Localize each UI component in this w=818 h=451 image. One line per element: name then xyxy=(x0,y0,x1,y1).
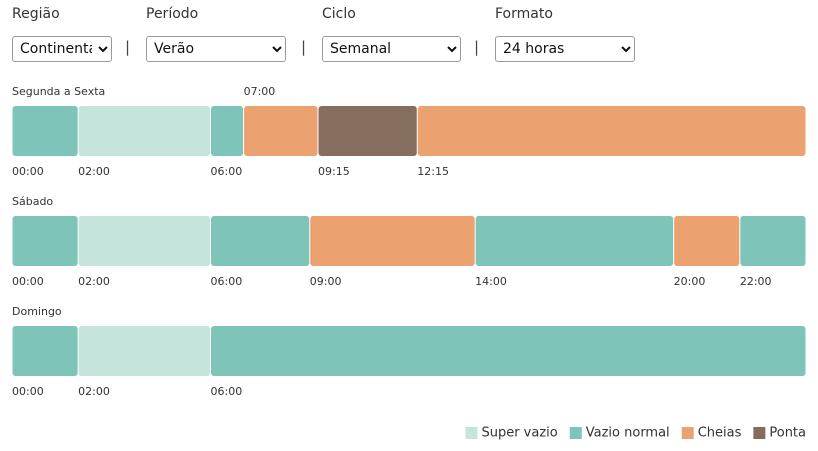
time-label: 00:00 xyxy=(12,165,44,178)
time-label: 00:00 xyxy=(12,385,44,398)
tariff-segment xyxy=(318,106,417,156)
tariff-segment xyxy=(78,216,211,266)
legend-swatch xyxy=(569,427,582,439)
control-label: Formato xyxy=(495,6,553,22)
day-title: Segunda a Sexta xyxy=(12,85,105,98)
control-label: Região xyxy=(12,6,60,22)
region-select[interactable]: Continental xyxy=(12,36,112,62)
time-label: 02:00 xyxy=(78,165,110,178)
legend-swatch xyxy=(753,427,766,439)
period-select[interactable]: Verão xyxy=(146,36,286,62)
separator: | xyxy=(301,38,307,56)
tariff-segment xyxy=(475,216,674,266)
time-label: 02:00 xyxy=(78,385,110,398)
legend-label: Cheias xyxy=(698,426,742,441)
tariff-segment xyxy=(244,106,318,156)
tariff-segment xyxy=(12,216,78,266)
legend-swatch xyxy=(681,427,694,439)
time-label: 09:15 xyxy=(318,165,350,178)
control-label: Ciclo xyxy=(322,6,356,22)
time-label: 02:00 xyxy=(78,275,110,288)
tariff-segment xyxy=(211,216,310,266)
time-label: 20:00 xyxy=(674,275,706,288)
day-title: Domingo xyxy=(12,305,62,318)
time-label: 00:00 xyxy=(12,275,44,288)
legend-label: Ponta xyxy=(769,426,806,441)
tariff-segment xyxy=(417,106,806,156)
separator: | xyxy=(474,38,480,56)
time-label: 09:00 xyxy=(310,275,342,288)
time-label: 06:00 xyxy=(211,275,243,288)
legend-swatch xyxy=(465,427,478,439)
time-label: 06:00 xyxy=(211,385,243,398)
tariff-segment xyxy=(78,106,211,156)
tariff-segment xyxy=(211,106,244,156)
tariff-segment xyxy=(310,216,475,266)
format-select[interactable]: 24 horas xyxy=(495,36,635,62)
legend-label: Vazio normal xyxy=(586,426,670,441)
tariff-segment xyxy=(12,326,78,376)
cycle-select[interactable]: Semanal xyxy=(322,36,461,62)
separator: | xyxy=(125,38,131,56)
tariff-segment xyxy=(12,106,78,156)
tariff-segment xyxy=(674,216,740,266)
control-label: Período xyxy=(146,6,199,22)
tariff-segment xyxy=(211,326,806,376)
time-label: 06:00 xyxy=(211,165,243,178)
time-label: 22:00 xyxy=(740,275,772,288)
legend-label: Super vazio xyxy=(481,426,557,441)
time-label: 07:00 xyxy=(244,85,276,98)
tariff-segment xyxy=(78,326,211,376)
day-title: Sábado xyxy=(12,195,53,208)
tariff-segment xyxy=(740,216,806,266)
time-label: 14:00 xyxy=(475,275,507,288)
time-label: 12:15 xyxy=(417,165,449,178)
